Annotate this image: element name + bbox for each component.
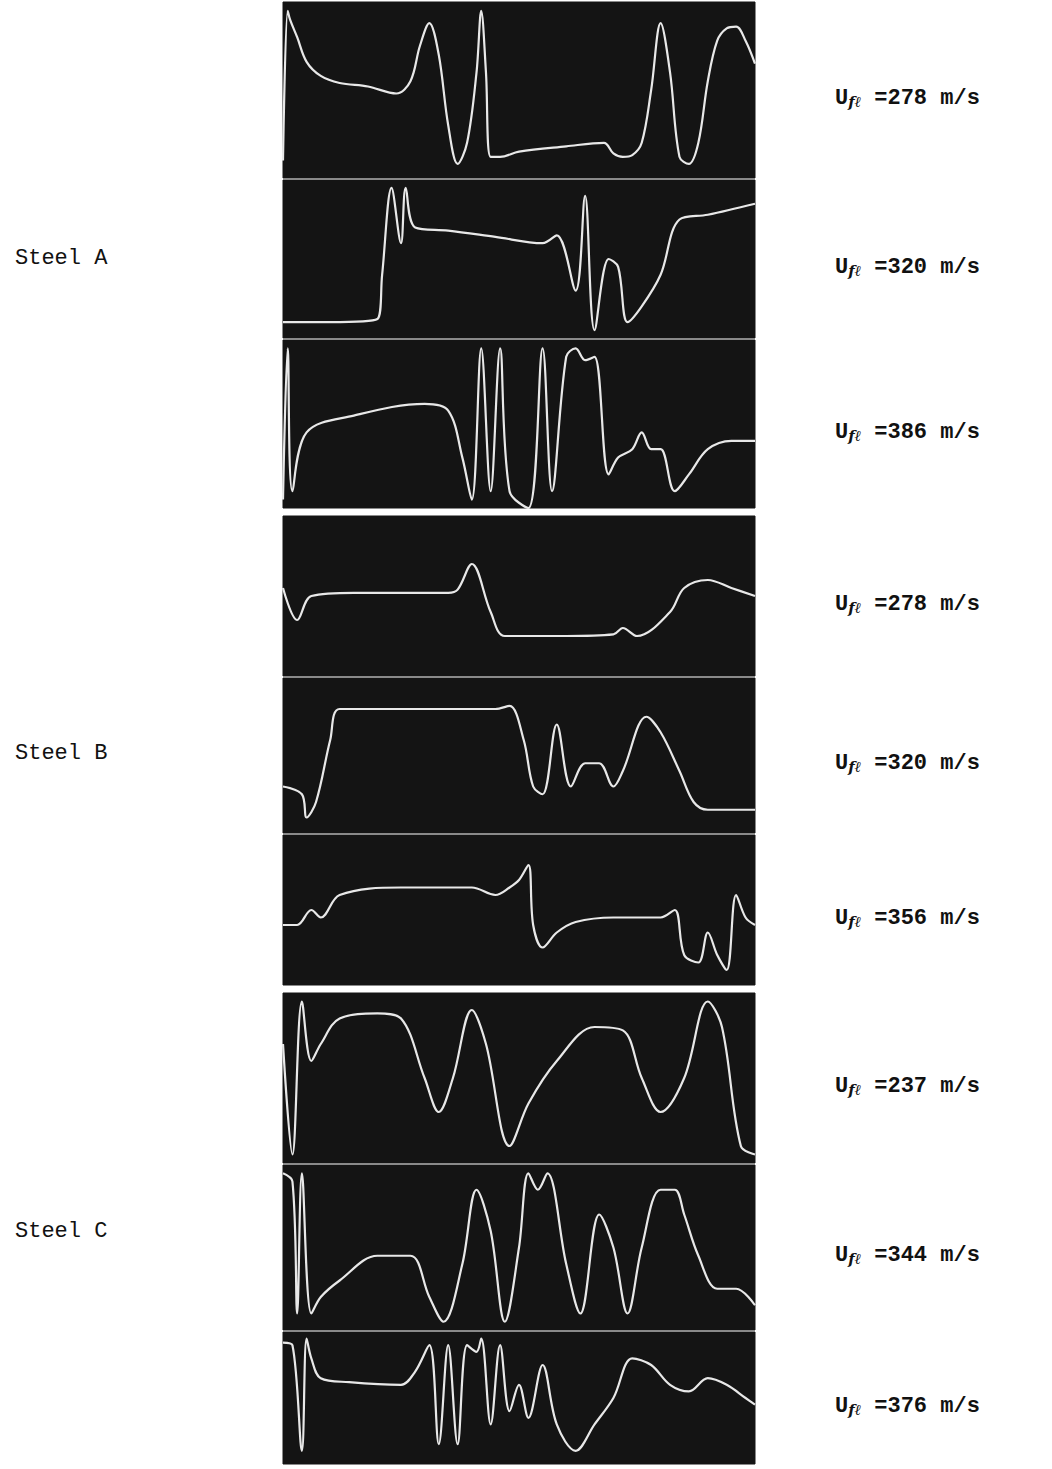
- svg-text:U: U: [835, 906, 848, 931]
- svg-text:=320 m/s: =320 m/s: [861, 255, 980, 280]
- svg-text:=344 m/s: =344 m/s: [861, 1243, 980, 1268]
- svg-text:Steel A: Steel A: [15, 246, 108, 271]
- svg-text:=320 m/s: =320 m/s: [861, 751, 980, 776]
- svg-text:fℓ: fℓ: [847, 93, 861, 111]
- svg-text:=356 m/s: =356 m/s: [861, 906, 980, 931]
- svg-text:=278 m/s: =278 m/s: [861, 86, 980, 111]
- svg-text:fℓ: fℓ: [847, 262, 861, 280]
- svg-text:=237 m/s: =237 m/s: [861, 1074, 980, 1099]
- svg-text:fℓ: fℓ: [847, 1401, 861, 1419]
- svg-text:U: U: [835, 592, 848, 617]
- svg-text:U: U: [835, 1074, 848, 1099]
- svg-text:U: U: [835, 255, 848, 280]
- svg-text:U: U: [835, 1394, 848, 1419]
- svg-text:=386 m/s: =386 m/s: [861, 420, 980, 445]
- svg-text:fℓ: fℓ: [847, 599, 861, 617]
- svg-text:Steel C: Steel C: [15, 1219, 107, 1244]
- svg-text:fℓ: fℓ: [847, 758, 861, 776]
- svg-text:=278 m/s: =278 m/s: [861, 592, 980, 617]
- svg-text:U: U: [835, 1243, 848, 1268]
- svg-text:fℓ: fℓ: [847, 1081, 861, 1099]
- svg-text:U: U: [835, 751, 848, 776]
- svg-text:fℓ: fℓ: [847, 913, 861, 931]
- svg-text:U: U: [835, 86, 848, 111]
- svg-text:fℓ: fℓ: [847, 1250, 861, 1268]
- svg-text:fℓ: fℓ: [847, 427, 861, 445]
- svg-text:U: U: [835, 420, 848, 445]
- svg-text:=376 m/s: =376 m/s: [861, 1394, 980, 1419]
- svg-text:Steel B: Steel B: [15, 741, 107, 766]
